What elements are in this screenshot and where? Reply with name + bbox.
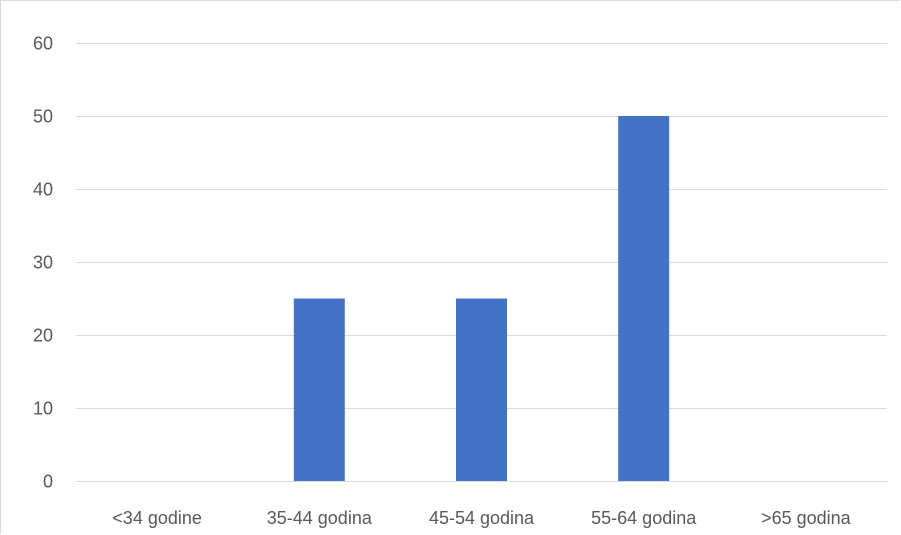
x-tick-label: 35-44 godina xyxy=(267,508,373,528)
bar xyxy=(456,298,507,481)
bar xyxy=(293,298,345,481)
x-tick-label: <34 godine xyxy=(112,508,202,528)
x-tick-label: 55-64 godina xyxy=(591,508,697,528)
y-tick-label: 20 xyxy=(33,326,53,346)
x-tick-label: 45-54 godina xyxy=(429,508,535,528)
y-tick-label: 60 xyxy=(33,34,53,54)
y-tick-label: 0 xyxy=(43,472,53,492)
bar xyxy=(618,116,670,481)
bars xyxy=(293,116,670,481)
y-tick-label: 30 xyxy=(33,253,53,273)
x-tick-label: >65 godina xyxy=(761,508,852,528)
y-tick-label: 10 xyxy=(33,399,53,419)
x-axis-tick-labels: <34 godine 35-44 godina 45-54 godina 55-64 … xyxy=(112,508,851,528)
y-tick-label: 40 xyxy=(33,180,53,200)
y-tick-label: 50 xyxy=(33,107,53,127)
y-axis-tick-labels: 0 10 20 30 40 50 60 xyxy=(33,34,53,492)
